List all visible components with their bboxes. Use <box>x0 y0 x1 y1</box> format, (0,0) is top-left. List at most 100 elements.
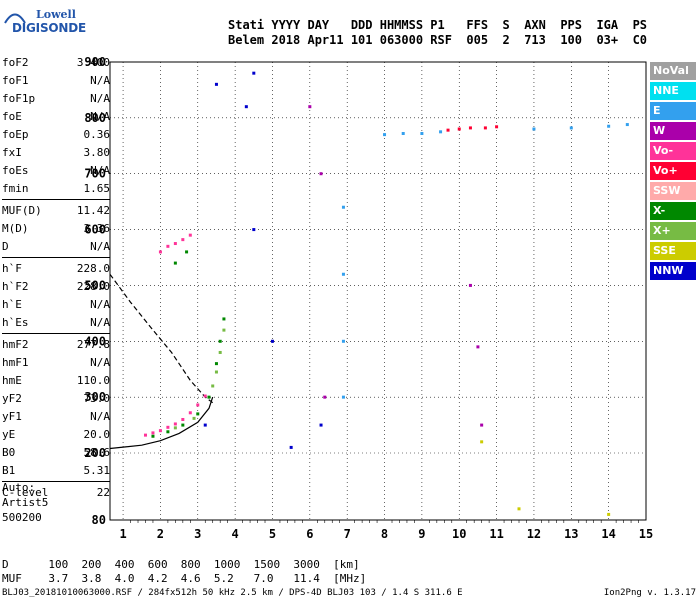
parameter-value: N/A <box>90 316 110 329</box>
parameter-row: yF2 73.0 <box>2 390 110 408</box>
data-point <box>222 328 226 332</box>
data-point <box>192 416 196 420</box>
data-point <box>222 317 226 321</box>
parameter-value: 3.80 <box>83 146 111 159</box>
plot-frame <box>109 61 647 521</box>
data-point <box>319 172 323 176</box>
logo-arc-icon <box>4 13 26 24</box>
parameter-label: yF1 <box>2 410 22 423</box>
data-point <box>181 238 185 242</box>
data-point <box>203 423 207 427</box>
auto-artist: Artist5 <box>2 496 49 509</box>
data-point <box>214 82 218 86</box>
legend-item: X- <box>650 202 696 220</box>
y-tick-label: 80 <box>92 513 106 527</box>
parameter-row: hmF2 277.8 <box>2 336 110 354</box>
data-point <box>151 434 155 438</box>
parameter-value: 0.36 <box>83 128 111 141</box>
parameter-value: 5.31 <box>83 464 111 477</box>
data-point <box>439 130 443 134</box>
parameter-value: 110.0 <box>76 374 110 387</box>
x-tick-label: 11 <box>489 527 503 541</box>
legend-item: NNE <box>650 82 696 100</box>
profile-solid <box>109 396 214 450</box>
parameter-value: N/A <box>90 164 110 177</box>
data-point <box>532 127 536 131</box>
y-tick-label: 500 <box>84 278 106 292</box>
y-tick-label: 300 <box>84 390 106 404</box>
parameter-row: fmin 1.65 <box>2 180 110 198</box>
parameter-value: 228.0 <box>76 262 110 275</box>
parameter-value: N/A <box>90 110 110 123</box>
data-point <box>569 126 573 130</box>
data-point <box>173 261 177 265</box>
auto-scaling-block: Auto: Artist5 500200 <box>2 480 48 525</box>
data-point <box>207 395 211 399</box>
parameter-row: yF1 N/A <box>2 408 110 426</box>
parameter-value: 11.42 <box>76 204 110 217</box>
logo-text-digisonde: DIGISONDE <box>12 21 86 35</box>
data-point <box>270 339 274 343</box>
data-point <box>196 412 200 416</box>
parameter-value: N/A <box>90 92 110 105</box>
data-point <box>495 125 499 129</box>
parameter-value: 1.65 <box>83 182 111 195</box>
muf-value-row: MUF 3.7 3.8 4.0 4.2 4.6 5.2 7.0 11.4 [MH… <box>2 572 367 585</box>
data-point <box>625 123 629 127</box>
parameter-value: N/A <box>90 356 110 369</box>
parameter-label: hmE <box>2 374 22 387</box>
data-point <box>480 423 484 427</box>
parameter-row: h`F 228.0 <box>2 260 110 278</box>
y-tick-label: 900 <box>84 55 106 69</box>
data-point <box>244 105 248 109</box>
data-point <box>383 133 387 137</box>
parameter-row: h`E N/A <box>2 296 110 314</box>
parameter-row: hmE 110.0 <box>2 372 110 390</box>
parameter-value: 22 <box>96 486 110 499</box>
data-point <box>446 128 450 132</box>
parameter-separator <box>2 481 110 482</box>
parameter-label: D <box>2 240 9 253</box>
data-point <box>607 124 611 128</box>
auto-code: 500200 <box>2 511 42 524</box>
data-point <box>166 425 170 429</box>
y-tick-label: 700 <box>84 167 106 181</box>
x-tick-label: 15 <box>639 527 653 541</box>
data-point <box>420 131 424 135</box>
data-point <box>181 417 185 421</box>
parameter-label: hmF2 <box>2 338 29 351</box>
parameter-label: foEp <box>2 128 29 141</box>
parameter-row: foEp 0.36 <box>2 126 110 144</box>
legend-item: X+ <box>650 222 696 240</box>
data-point <box>173 422 177 426</box>
data-point <box>166 430 170 434</box>
legend-item: Vo- <box>650 142 696 160</box>
y-tick-label: 800 <box>84 111 106 125</box>
header-line-2: Belem 2018 Apr11 101 063000 RSF 005 2 71… <box>228 33 648 47</box>
parameter-row: foE N/A <box>2 108 110 126</box>
muf-distance-row: D 100 200 400 600 800 1000 1500 3000 [km… <box>2 558 360 571</box>
parameter-row: foF1 N/A <box>2 72 110 90</box>
parameter-label: h`F <box>2 262 22 275</box>
data-point <box>214 362 218 366</box>
data-point <box>188 411 192 415</box>
data-point <box>341 205 345 209</box>
logo-text-lowell: Lowell <box>36 8 76 21</box>
parameter-label: MUF(D) <box>2 204 42 217</box>
x-tick-label: 8 <box>381 527 388 541</box>
data-point <box>476 345 480 349</box>
parameter-value: 228.0 <box>76 280 110 293</box>
parameter-row: fxI 3.80 <box>2 144 110 162</box>
parameter-row: yE 20.0 <box>2 426 110 444</box>
parameter-label: fxI <box>2 146 22 159</box>
x-tick-label: 14 <box>601 527 615 541</box>
data-point <box>457 127 461 131</box>
parameter-label: h`Es <box>2 316 29 329</box>
parameter-label: foE <box>2 110 22 123</box>
parameter-row: h`F2 228.0 <box>2 278 110 296</box>
data-point <box>341 272 345 276</box>
parameter-row: foF2 3.400 <box>2 54 110 72</box>
parameter-value: N/A <box>90 74 110 87</box>
x-tick-label: 12 <box>527 527 541 541</box>
